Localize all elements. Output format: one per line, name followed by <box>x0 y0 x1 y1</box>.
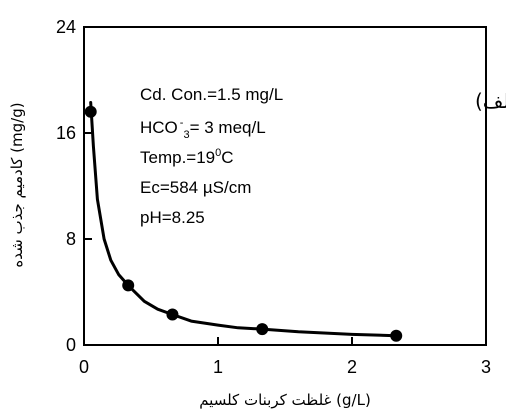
y-tick-label: 8 <box>66 229 76 249</box>
data-point <box>122 279 135 292</box>
annotation-charge-superscript: - <box>180 117 184 129</box>
annotation-ec: Ec=584 µS/cm <box>140 178 251 197</box>
annotation-bicarbonate-value: = 3 meq/L <box>190 118 266 137</box>
y-axis-label: (mg/g) کادمیم جذب شده <box>8 102 26 267</box>
fit-curve <box>89 101 398 338</box>
x-tick-label: 1 <box>213 357 223 377</box>
annotation-temp-value: Temp.=19 <box>140 148 215 167</box>
annotation-bicarbonate: HCO -3= 3 meq/L <box>140 117 266 141</box>
data-point <box>256 323 269 336</box>
axis-ticks: 0 1 2 3 0 8 16 24 <box>56 17 491 377</box>
annotation-degree-superscript: 0 <box>215 147 221 159</box>
panel-label: الف) <box>475 89 506 113</box>
annotation-hco-text: HCO <box>140 118 178 137</box>
data-point <box>84 105 97 118</box>
annotation-temp-unit: C <box>221 148 233 167</box>
data-point <box>390 329 403 342</box>
annotation-temperature: Temp.=190C <box>140 147 234 167</box>
y-tick-label: 24 <box>56 17 76 37</box>
annotation-subscript-3: 3 <box>183 129 189 141</box>
annotation-ph: pH=8.25 <box>140 208 205 227</box>
data-points <box>84 105 403 342</box>
annotation-block: Cd. Con.=1.5 mg/L HCO -3= 3 meq/L Temp.=1… <box>140 85 283 227</box>
plot-frame <box>83 26 487 346</box>
x-tick-label: 0 <box>79 357 89 377</box>
data-point <box>166 308 179 321</box>
annotation-cd-concentration: Cd. Con.=1.5 mg/L <box>140 85 283 104</box>
x-tick-label: 2 <box>347 357 357 377</box>
x-tick-label: 3 <box>481 357 491 377</box>
y-tick-label: 16 <box>56 123 76 143</box>
x-axis-label: (g/L) غلظت کربنات کلسیم <box>199 391 371 409</box>
y-tick-label: 0 <box>66 335 76 355</box>
